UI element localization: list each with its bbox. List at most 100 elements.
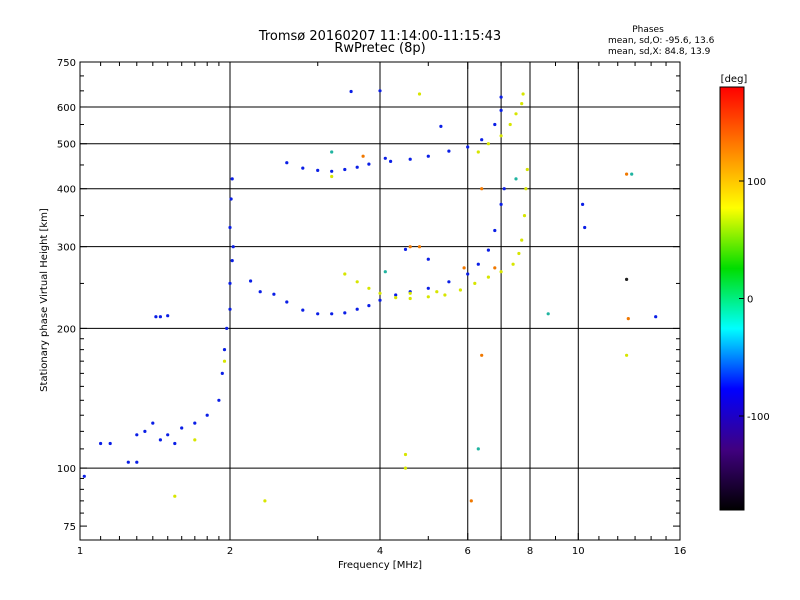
data-point (525, 167, 529, 172)
data-point (367, 304, 371, 308)
data-point (349, 89, 353, 94)
data-point (517, 251, 521, 256)
data-point (394, 296, 398, 300)
data-point (301, 308, 305, 312)
data-point (143, 429, 147, 433)
data-point (173, 441, 177, 446)
data-point (355, 280, 359, 284)
data-point (520, 238, 524, 242)
colorbar-tick-label: -100 (747, 412, 770, 423)
data-point (193, 421, 197, 425)
y-tick-label: 750 (57, 58, 76, 69)
data-point (263, 499, 267, 503)
data-point (228, 281, 232, 285)
data-point (524, 187, 528, 191)
data-point (408, 296, 412, 301)
data-point (330, 169, 334, 173)
data-point (301, 166, 305, 170)
data-point (403, 247, 408, 251)
data-point (426, 295, 430, 299)
data-point (480, 138, 484, 142)
data-point (493, 228, 497, 233)
data-point (228, 307, 232, 311)
data-point (285, 161, 289, 165)
x-tick-label: 6 (465, 546, 471, 557)
data-point (193, 438, 197, 442)
data-point (514, 177, 518, 181)
colorbar-tick-label: 100 (747, 177, 766, 188)
data-point (447, 149, 451, 153)
data-point (355, 307, 359, 311)
data-point (394, 293, 398, 297)
data-point (228, 225, 232, 230)
data-point (285, 300, 289, 304)
data-point (447, 280, 451, 284)
data-point (173, 494, 177, 498)
data-point (222, 348, 227, 352)
data-point (272, 292, 276, 296)
data-point (230, 259, 234, 263)
data-point (383, 270, 387, 274)
data-point (166, 433, 170, 437)
y-tick-label: 400 (57, 185, 76, 196)
colorbar-label: [deg] (721, 74, 748, 85)
data-point (383, 156, 387, 160)
data-point (154, 315, 158, 319)
data-point (205, 413, 209, 417)
data-point (583, 225, 587, 230)
data-point (361, 154, 365, 158)
data-point (151, 421, 155, 425)
data-point (462, 266, 466, 270)
x-axis: 1 2 4 6 8 10 16 (77, 62, 686, 557)
data-point (217, 398, 221, 402)
colorbar-tick-label: 0 (747, 295, 753, 306)
data-point (258, 290, 262, 294)
data-point (480, 187, 484, 191)
data-point (426, 257, 430, 261)
data-point (625, 353, 629, 357)
data-point (408, 157, 412, 161)
data-point (180, 426, 184, 430)
data-point (521, 92, 525, 96)
data-point (654, 315, 658, 319)
y-axis: 75 100 200 300 400 500 600 750 (57, 58, 680, 533)
data-point (417, 92, 422, 96)
data-point (408, 291, 412, 295)
plot-grid (80, 62, 680, 540)
data-point (222, 359, 227, 363)
data-point (443, 293, 447, 297)
data-point (486, 248, 490, 252)
data-point (220, 371, 224, 375)
data-point (625, 277, 629, 281)
data-point (378, 298, 382, 302)
stats-heading: Phases (632, 25, 664, 35)
data-point (493, 266, 497, 270)
x-tick-label: 2 (227, 546, 233, 557)
data-point (389, 159, 393, 163)
data-point (466, 145, 470, 149)
data-point (499, 134, 503, 138)
y-tick-label: 500 (57, 140, 76, 151)
data-point (225, 326, 229, 330)
y-tick-label: 200 (57, 324, 76, 335)
x-axis-title: Frequency [MHz] (338, 560, 422, 571)
data-point (626, 317, 630, 321)
data-point (476, 447, 480, 451)
data-point (508, 122, 512, 127)
y-tick-label: 100 (57, 464, 76, 475)
data-point (426, 154, 430, 158)
data-point (499, 95, 503, 99)
data-point (108, 441, 112, 446)
data-point (166, 314, 170, 318)
data-point (378, 291, 382, 295)
y-axis-title: Stationary phase Virtual Height [km] (39, 208, 50, 392)
data-point (476, 150, 480, 154)
data-point (476, 262, 480, 266)
data-point (511, 262, 515, 266)
colorbar-ticks: 100 0 -100 (719, 86, 770, 511)
x-tick-label: 1 (77, 546, 83, 557)
y-tick-label: 600 (57, 103, 76, 114)
data-point (499, 108, 503, 112)
chart-title-line-1: Tromsø 20160207 11:14:00-11:15:43 (258, 29, 501, 44)
